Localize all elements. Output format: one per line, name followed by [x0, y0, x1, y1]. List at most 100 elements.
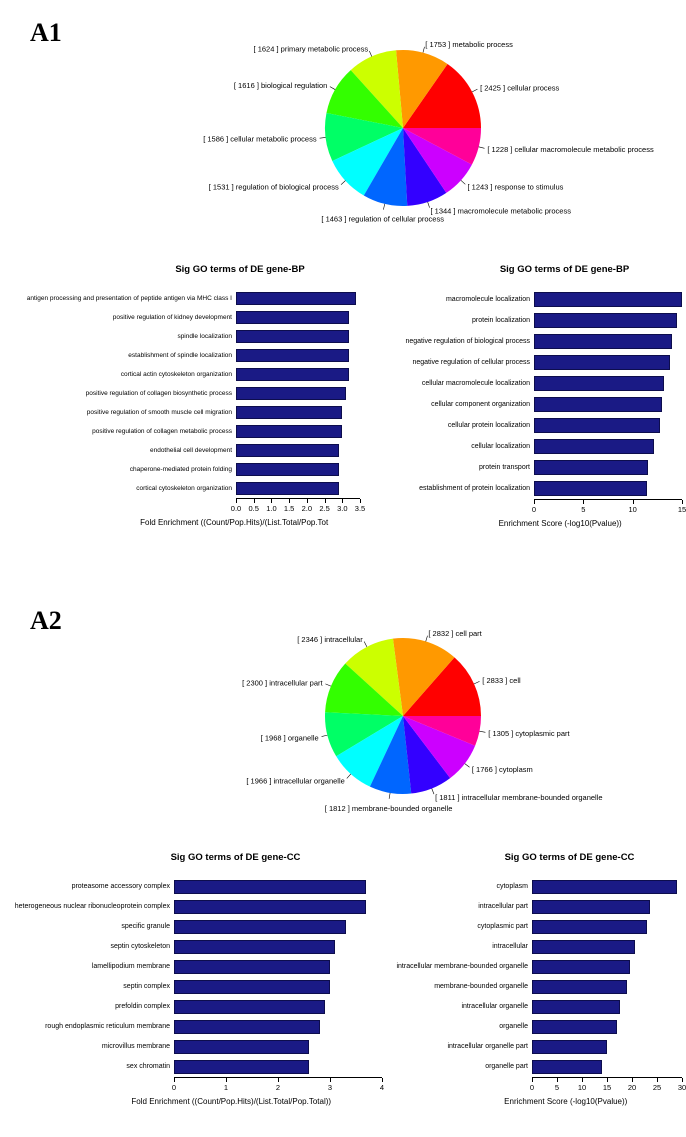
bar-chart-cc-fold-enrichment: Sig GO terms of DE gene-CC proteasome acc…: [4, 852, 384, 1106]
bar: [236, 425, 343, 438]
x-tick: [582, 1078, 583, 1082]
x-tick-label: 2.5: [319, 504, 330, 513]
bar-row: antigen processing and presentation of p…: [4, 289, 360, 308]
bar: [532, 900, 650, 914]
bar-category-label: endothelial cell development: [149, 446, 232, 454]
pie-label-line: [329, 86, 336, 90]
bar-track: [236, 482, 360, 495]
bar-row: lamellipodium membrane: [4, 957, 382, 977]
bar-row: positive regulation of smooth muscle cel…: [4, 403, 360, 422]
x-tick: [657, 1078, 658, 1082]
x-tick-label: 25: [652, 1083, 662, 1092]
pie-slice-0: [403, 657, 481, 716]
bar-category-label: positive regulation of collagen metaboli…: [92, 427, 232, 435]
bar-row: protein localization: [360, 310, 682, 331]
bar: [236, 406, 343, 419]
x-tick: [360, 499, 361, 503]
bar-track: [534, 397, 682, 412]
bar-row: cellular localization: [360, 436, 682, 457]
x-tick: [583, 500, 585, 504]
x-tick-label: 5: [581, 505, 586, 514]
pie-slice-label: [ 1616 ] biological regulation: [234, 81, 327, 90]
bar: [534, 418, 661, 433]
bar-category-label: intracellular organelle part: [447, 1043, 528, 1051]
bar-track: [236, 330, 360, 343]
bar-row: cellular component organization: [360, 394, 682, 415]
bar-track: [532, 1060, 682, 1074]
bar-row: positive regulation of collagen metaboli…: [4, 422, 360, 441]
x-tick: [607, 1078, 608, 1082]
bar-track: [534, 334, 682, 349]
axis-spacer: [382, 1077, 532, 1094]
pie-label-line: [431, 788, 435, 795]
bar-category-label: septin cytoskeleton: [110, 943, 170, 951]
bar-row: cellular protein localization: [360, 415, 682, 436]
pie-slice-label: [ 1966 ] intracellular organelle: [246, 777, 344, 786]
bar-track: [532, 960, 682, 974]
bar-row: organelle: [382, 1017, 682, 1037]
bar: [534, 439, 655, 454]
pie-slice-2: [350, 50, 403, 129]
bar-track: [532, 1000, 682, 1014]
charts-row-a1: Sig GO terms of DE gene-BP antigen proces…: [0, 264, 686, 528]
pie-slice-label: [ 1968 ] organelle: [261, 733, 319, 742]
bar: [236, 292, 357, 305]
pie-slice-label: [ 1812 ] membrane-bounded organelle: [325, 804, 453, 813]
x-axis-label: Fold Enrichment ((Count/Pop.Hits)/(List.…: [131, 1097, 332, 1106]
x-tick-label: 30: [677, 1083, 686, 1092]
bar: [534, 397, 663, 412]
bar-category-label: prefoldin complex: [115, 1003, 170, 1011]
pie-label-line: [425, 635, 428, 642]
x-tick: [278, 1078, 279, 1082]
bar: [532, 940, 635, 954]
pie-label-line: [422, 46, 425, 53]
x-tick: [682, 1078, 683, 1082]
x-axis-label: Enrichment Score (-log10(Pvalue)): [504, 1097, 628, 1106]
pie-label-line: [325, 683, 332, 687]
x-tick-label: 3.0: [337, 504, 348, 513]
pie-slice-label: [ 1243 ] response to stimulus: [468, 182, 564, 191]
bar-category-label: negative regulation of cellular process: [412, 358, 530, 366]
x-tick: [382, 1078, 383, 1082]
x-axis-row: 0.0 0.5 1.0 1.5 2.0 2.5 3.0 3.5: [4, 498, 365, 515]
bar-row: chaperone-mediated protein folding: [4, 460, 360, 479]
pie-slice-label: [ 1624 ] primary metabolic process: [254, 44, 369, 53]
axis-spacer: [4, 1077, 174, 1094]
bar-track: [236, 311, 360, 324]
panel-a1: A1 [ 2425 ] cellular process [ 1753 ] met…: [0, 16, 686, 588]
bar-category-label: proteasome accessory complex: [71, 883, 170, 891]
x-tick: [236, 499, 237, 503]
pie-slice-3: [326, 70, 403, 128]
bar-track: [534, 481, 682, 496]
bar-category-label: positive regulation of kidney developmen…: [112, 313, 232, 321]
bar: [534, 481, 648, 496]
bar-row: cytoplasm: [382, 877, 682, 897]
bar-track: [236, 368, 360, 381]
pie-slice-label: [ 2300 ] intracellular part: [242, 679, 323, 688]
bar-track: [174, 1040, 382, 1054]
x-axis-row: 0 5 10 15 20 25 30: [382, 1077, 686, 1094]
bar-row: positive regulation of collagen biosynth…: [4, 384, 360, 403]
x-tick-label: 0: [171, 1083, 177, 1092]
bar: [174, 900, 367, 914]
pie-label-line: [479, 730, 486, 733]
x-tick-label: 0.5: [248, 504, 259, 513]
bar-chart-body: antigen processing and presentation of p…: [4, 289, 360, 498]
bar-track: [236, 387, 360, 400]
bar-category-label: organelle part: [485, 1063, 528, 1071]
x-tick-label: 10: [628, 505, 637, 514]
bar-track: [532, 1040, 682, 1054]
bar: [174, 980, 330, 994]
x-tick-label: 1.0: [266, 504, 277, 513]
bar: [534, 460, 649, 475]
x-tick-label: 2: [275, 1083, 281, 1092]
panel-label-a2: A2: [30, 606, 62, 635]
bar-track: [236, 292, 360, 305]
x-tick-label: 1.5: [283, 504, 295, 513]
bar-row: membrane-bounded organelle: [382, 977, 682, 997]
bar-row: cytoplasmic part: [382, 917, 682, 937]
bar-category-label: specific granule: [121, 923, 170, 931]
pie-svg: [ 2425 ] cellular process [ 1753 ] metabo…: [203, 40, 654, 224]
x-tick-label: 0: [531, 505, 537, 514]
bar: [174, 960, 330, 974]
